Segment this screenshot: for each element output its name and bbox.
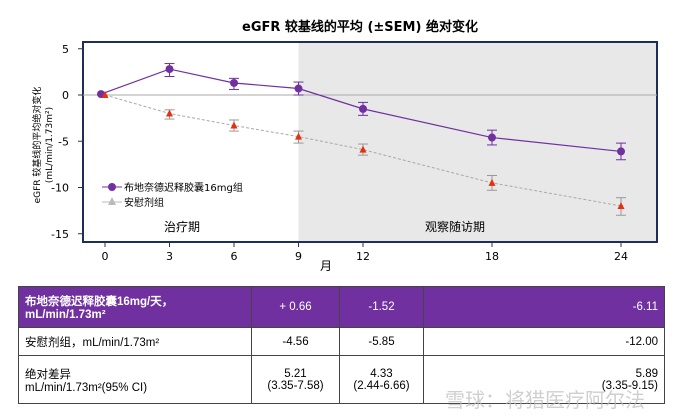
cell-value: 5.89 bbox=[635, 367, 658, 380]
row-label: 布地奈德迟释胶囊16mg/天， bbox=[25, 296, 174, 308]
y-axis-unit: (mL/min/1.73m²) bbox=[45, 107, 55, 183]
drug-point bbox=[359, 104, 367, 113]
drug-point bbox=[165, 65, 174, 74]
row-unit: mL/min/1.73m² bbox=[25, 309, 106, 321]
cell: + 0.66 bbox=[251, 286, 340, 328]
legend-drug-label: 布地奈德迟释胶囊16mg组 bbox=[124, 181, 243, 194]
followup-period-label: 观察随访期 bbox=[425, 219, 485, 234]
cell: -12.00 bbox=[423, 327, 665, 356]
treatment-period-label: 治疗期 bbox=[164, 220, 200, 234]
x-tick-label: 0 bbox=[102, 250, 109, 263]
cell-value: 4.33 bbox=[370, 367, 393, 380]
y-tick-label: -15 bbox=[51, 228, 69, 241]
legend-drug-marker bbox=[108, 183, 116, 191]
placebo-point bbox=[230, 121, 238, 129]
followup-shade bbox=[298, 42, 657, 242]
placebo-point bbox=[617, 202, 625, 209]
placebo-point bbox=[488, 178, 496, 186]
placebo-point bbox=[295, 132, 302, 140]
placebo-point bbox=[359, 145, 367, 153]
cell-value: 5.21 bbox=[284, 367, 307, 380]
egfr-chart: eGFR 较基线的平均 (±SEM) 绝对变化 5 0 -5 -10 -15 0 3 6 9 12 1… bbox=[31, 19, 658, 273]
cell-ci: (3.35-7.58) bbox=[267, 379, 324, 392]
cell: -5.85 bbox=[339, 327, 424, 356]
row-label: 安慰剂组，mL/min/1.73m² bbox=[18, 327, 252, 356]
x-tick-label: 18 bbox=[485, 250, 499, 263]
x-tick-label: 24 bbox=[614, 250, 628, 263]
chart-title: eGFR 较基线的平均 (±SEM) 绝对变化 bbox=[242, 19, 478, 35]
row-unit: mL/min/1.73m²(95% CI) bbox=[25, 381, 148, 394]
cell: -6.11 bbox=[423, 286, 665, 328]
y-tick-label: 0 bbox=[62, 89, 69, 102]
table-row: 绝对差异 mL/min/1.73m²(95% CI) 5.21 (3.35-7.58… bbox=[18, 355, 665, 404]
x-tick-label: 6 bbox=[231, 250, 238, 263]
cell-ci: (3.35-9.15) bbox=[601, 379, 658, 392]
legend-placebo-marker bbox=[108, 197, 116, 205]
table-row: 安慰剂组，mL/min/1.73m² -4.56 -5.85 -12.00 bbox=[18, 327, 665, 356]
results-table: 布地奈德迟释胶囊16mg/天， mL/min/1.73m² + 0.66 -1.5… bbox=[18, 286, 665, 404]
drug-point bbox=[488, 133, 496, 142]
drug-point bbox=[617, 147, 625, 156]
drug-point bbox=[230, 78, 238, 87]
legend-placebo-label: 安慰剂组 bbox=[124, 196, 164, 209]
placebo-point bbox=[166, 109, 173, 117]
y-axis-label: eGFR 较基线的平均绝对变化 bbox=[31, 87, 43, 204]
y-tick-label: -5 bbox=[58, 135, 69, 148]
cell-ci: (2.44-6.66) bbox=[353, 379, 410, 392]
cell: -4.56 bbox=[251, 327, 340, 356]
x-tick-label: 9 bbox=[295, 250, 302, 263]
x-tick-label: 12 bbox=[356, 250, 370, 263]
table-row: 布地奈德迟释胶囊16mg/天， mL/min/1.73m² + 0.66 -1.5… bbox=[18, 286, 665, 328]
watermark: 雪球：将猎医疗阿尔法 bbox=[445, 388, 645, 412]
cell: -1.52 bbox=[339, 286, 424, 328]
row-label: 绝对差异 bbox=[25, 368, 71, 381]
drug-point bbox=[294, 84, 303, 93]
x-tick-label: 3 bbox=[166, 250, 173, 263]
placebo-point bbox=[101, 91, 109, 98]
y-tick-label: -10 bbox=[51, 182, 69, 195]
plot-frame bbox=[82, 41, 658, 243]
x-axis-label: 月 bbox=[320, 259, 332, 273]
y-tick-label: 5 bbox=[62, 43, 69, 56]
